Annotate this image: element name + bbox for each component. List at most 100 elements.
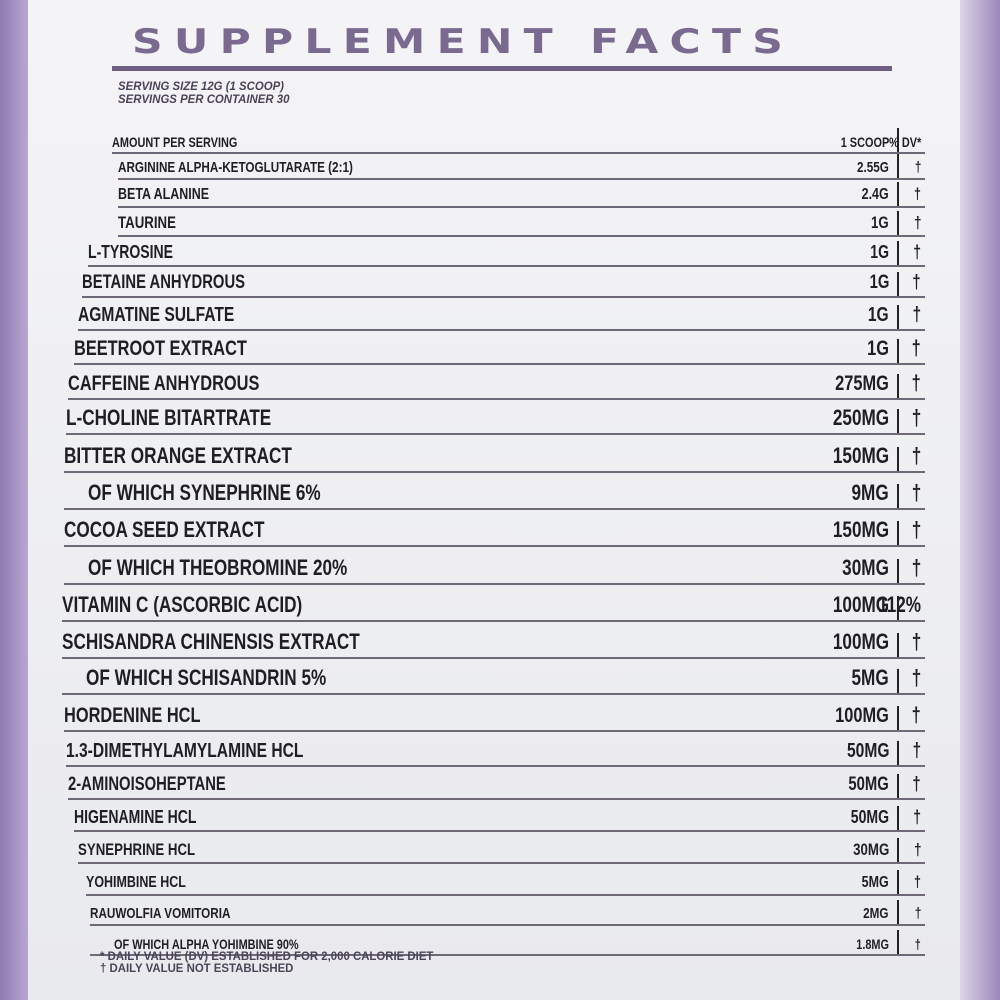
ingredient-amount: 9MG: [851, 480, 889, 505]
ingredient-name: RAUWOLFIA VOMITORIA: [90, 905, 231, 922]
table-row: CAFFEINE ANHYDROUS 275MG †: [68, 368, 925, 400]
column-divider: [897, 930, 899, 954]
table-row: L-CHOLINE BITARTRATE 250MG †: [66, 403, 925, 435]
column-divider: [897, 633, 899, 657]
table-row: HIGENAMINE HCL 50MG †: [74, 800, 925, 832]
ingredient-name: HIGENAMINE HCL: [74, 807, 197, 827]
footnote-dv: * DAILY VALUE (DV) ESTABLISHED FOR 2,000…: [100, 949, 434, 963]
ingredient-name: AGMATINE SULFATE: [78, 304, 235, 326]
ingredient-dv: †: [911, 480, 921, 505]
column-divider: [897, 838, 899, 862]
table-row: BITTER ORANGE EXTRACT 150MG †: [64, 441, 925, 473]
ingredient-dv: 112%: [878, 592, 921, 617]
ingredient-name: TAURINE: [118, 213, 176, 232]
column-divider: [897, 669, 899, 693]
ingredient-name: BETA ALANINE: [118, 186, 210, 203]
ingredient-dv: †: [912, 774, 921, 795]
ingredient-amount: 50MG: [850, 807, 889, 827]
ingredient-name: OF WHICH SCHISANDRIN 5%: [86, 665, 327, 690]
ingredient-amount: 1.8MG: [856, 936, 889, 952]
ingredient-dv: †: [913, 807, 921, 827]
ingredient-amount: 30MG: [842, 555, 889, 580]
ingredient-amount: 1G: [871, 213, 889, 232]
ingredient-dv: †: [911, 665, 921, 690]
ingredient-name: 2-AMINOISOHEPTANE: [68, 774, 226, 795]
ingredient-name: SCHISANDRA CHINENSIS EXTRACT: [62, 629, 360, 654]
label-edge-right: [960, 0, 1000, 1000]
table-row: BETAINE ANHYDROUS 1G †: [82, 266, 925, 298]
ingredient-name: BETAINE ANHYDROUS: [82, 272, 246, 293]
ingredient-amount: 150MG: [832, 443, 889, 468]
ingredient-name: L-TYROSINE: [88, 242, 174, 262]
ingredient-dv: †: [911, 443, 921, 468]
table-row: OF WHICH SCHISANDRIN 5% 5MG †: [62, 663, 925, 695]
ingredient-name: ARGININE ALPHA-KETOGLUTARATE (2:1): [118, 159, 353, 176]
ingredient-name: OF WHICH SYNEPHRINE 6%: [88, 480, 321, 505]
ingredient-dv: †: [911, 517, 921, 542]
table-row: 2-AMINOISOHEPTANE 50MG †: [68, 768, 925, 800]
table-row: HORDENINE HCL 100MG †: [64, 700, 925, 732]
footnote-not-established: † DAILY VALUE NOT ESTABLISHED: [100, 961, 294, 975]
ingredient-amount: 2.55G: [857, 159, 889, 176]
table-row: VITAMIN C (ASCORBIC ACID) 100MG 112%: [62, 590, 925, 622]
ingredient-name: BITTER ORANGE EXTRACT: [64, 443, 292, 468]
label-title: SUPPLEMENT FACTS: [132, 22, 795, 62]
column-divider: [897, 305, 899, 329]
table-row: COCOA SEED EXTRACT 150MG †: [64, 515, 925, 547]
table-row: OF WHICH ALPHA YOHIMBINE 90% 1.8MG †: [90, 924, 925, 956]
ingredient-amount: 1G: [870, 242, 889, 262]
column-divider: [897, 774, 899, 798]
header-label: AMOUNT PER SERVING: [112, 134, 238, 150]
ingredient-amount: 50MG: [848, 774, 889, 795]
table-header-row: AMOUNT PER SERVING 1 SCOOP % DV*: [112, 122, 925, 154]
column-divider: [897, 128, 899, 152]
header-amount: 1 SCOOP: [840, 134, 889, 150]
serving-info: SERVING SIZE 12G (1 SCOOP) SERVINGS PER …: [118, 80, 289, 106]
column-divider: [897, 211, 899, 235]
serving-size: SERVING SIZE 12G (1 SCOOP): [118, 79, 284, 93]
ingredient-name: VITAMIN C (ASCORBIC ACID): [62, 592, 303, 617]
table-row: AGMATINE SULFATE 1G †: [78, 299, 925, 331]
table-row: YOHIMBINE HCL 5MG †: [86, 864, 925, 896]
ingredient-name: L-CHOLINE BITARTRATE: [66, 405, 272, 430]
header-dv: % DV*: [888, 134, 921, 150]
column-divider: [897, 374, 899, 398]
ingredient-dv: †: [911, 405, 921, 430]
ingredient-dv: †: [913, 840, 921, 859]
column-divider: [897, 741, 899, 765]
ingredient-dv: †: [913, 242, 921, 262]
ingredient-dv: †: [911, 337, 921, 360]
ingredient-amount: 2MG: [863, 905, 889, 922]
ingredient-amount: 275MG: [835, 372, 889, 395]
ingredient-name: 1.3-DIMETHYLAMYLAMINE HCL: [66, 740, 304, 762]
ingredient-dv: †: [914, 186, 921, 203]
table-row: BEETROOT EXTRACT 1G †: [74, 333, 925, 365]
ingredient-dv: †: [913, 213, 921, 232]
ingredient-amount: 5MG: [851, 665, 889, 690]
table-row: SCHISANDRA CHINENSIS EXTRACT 100MG †: [62, 627, 925, 659]
table-row: ARGININE ALPHA-KETOGLUTARATE (2:1) 2.55G †: [118, 148, 925, 180]
column-divider: [897, 900, 899, 924]
column-divider: [897, 806, 899, 830]
table-row: SYNEPHRINE HCL 30MG †: [78, 832, 925, 864]
column-divider: [897, 521, 899, 545]
table-row: TAURINE 1G †: [118, 205, 925, 237]
column-divider: [897, 182, 899, 206]
column-divider: [897, 870, 899, 894]
table-row: 1.3-DIMETHYLAMYLAMINE HCL 50MG †: [66, 735, 925, 767]
title-rule: [112, 66, 892, 71]
table-row: RAUWOLFIA VOMITORIA 2MG †: [90, 894, 925, 926]
ingredient-dv: †: [914, 905, 921, 922]
ingredient-name: OF WHICH ALPHA YOHIMBINE 90%: [114, 936, 299, 952]
ingredient-name: HORDENINE HCL: [64, 704, 201, 727]
ingredient-dv: †: [911, 704, 921, 727]
ingredient-dv: †: [911, 629, 921, 654]
ingredient-name: CAFFEINE ANHYDROUS: [68, 372, 260, 395]
table-row: BETA ALANINE 2.4G †: [118, 176, 925, 208]
ingredient-name: SYNEPHRINE HCL: [78, 840, 196, 859]
column-divider: [897, 272, 899, 296]
ingredient-amount: 100MG: [832, 592, 889, 617]
column-divider: [897, 241, 899, 265]
ingredient-dv: †: [911, 372, 921, 395]
column-divider: [897, 559, 899, 583]
